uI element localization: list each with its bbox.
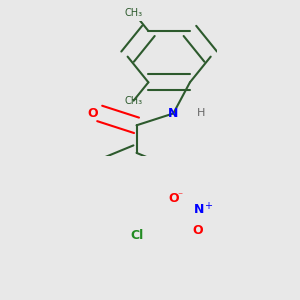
Text: O: O (169, 192, 179, 205)
Text: O: O (193, 224, 203, 237)
Text: H: H (197, 108, 206, 118)
Text: +: + (204, 201, 212, 212)
Text: ⁻: ⁻ (177, 191, 183, 201)
Text: Cl: Cl (130, 229, 143, 242)
Text: CH₃: CH₃ (124, 96, 142, 106)
Text: O: O (88, 107, 98, 120)
Text: N: N (168, 107, 178, 120)
Text: N: N (194, 202, 205, 216)
Text: CH₃: CH₃ (124, 8, 142, 18)
